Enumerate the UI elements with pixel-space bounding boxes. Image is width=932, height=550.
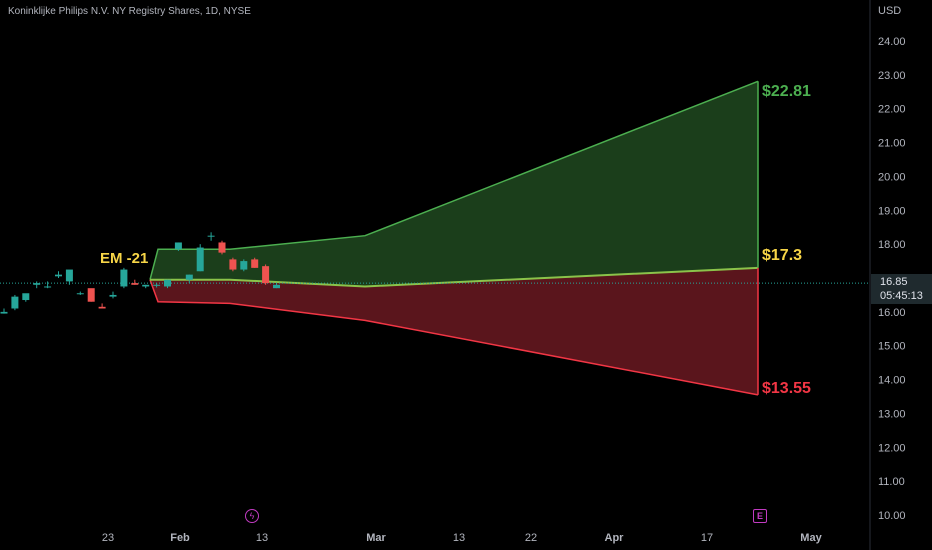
candle-body xyxy=(65,269,73,282)
currency-label: USD xyxy=(878,5,902,17)
y-tick-label: 19.00 xyxy=(878,205,906,217)
candle-body xyxy=(164,279,171,287)
y-tick-label: 11.00 xyxy=(878,476,905,488)
symbol-title: Koninklijke Philips N.V. NY Registry Sha… xyxy=(8,6,251,17)
candle-body xyxy=(185,274,193,280)
y-tick-label: 16.00 xyxy=(878,307,906,319)
bar-countdown: 05:45:13 xyxy=(880,290,923,302)
x-tick-label: 22 xyxy=(525,532,537,544)
candle-body xyxy=(98,306,106,309)
y-tick-label: 23.00 xyxy=(878,70,906,82)
x-tick-label: 23 xyxy=(102,532,114,544)
x-tick-label: Mar xyxy=(366,532,386,544)
y-tick-label: 13.00 xyxy=(878,408,906,420)
x-tick-label: 13 xyxy=(256,532,268,544)
lower-target-label: $13.55 xyxy=(762,380,811,397)
candle-body xyxy=(44,286,52,288)
y-tick-label: 14.00 xyxy=(878,375,906,387)
y-tick-label: 18.00 xyxy=(878,239,906,251)
x-tick-label: Apr xyxy=(605,532,625,544)
upper-target-label: $22.81 xyxy=(762,83,811,100)
last-price-tag: 16.85 05:45:13 xyxy=(871,274,932,304)
y-tick-label: 12.00 xyxy=(878,442,906,454)
y-tick-label: 22.00 xyxy=(878,104,906,116)
candle-body xyxy=(196,247,204,272)
candle-body xyxy=(109,294,117,297)
x-tick-label: 13 xyxy=(453,532,465,544)
candle-body xyxy=(229,259,237,270)
candle-body xyxy=(0,311,8,314)
candle-body xyxy=(120,269,128,287)
mid-target-label: $17.3 xyxy=(762,247,802,264)
last-price: 16.85 xyxy=(880,276,908,288)
lower-band-line xyxy=(149,279,759,396)
x-tick-label: Feb xyxy=(170,532,190,544)
candle-body xyxy=(273,284,280,289)
candle-body xyxy=(11,296,19,309)
upper-band-fill xyxy=(150,81,758,287)
candle-body xyxy=(33,283,41,285)
candle-body xyxy=(87,288,95,302)
candle-body xyxy=(218,242,226,253)
earnings-icon[interactable]: E xyxy=(753,509,767,523)
lower-band-fill xyxy=(150,267,758,395)
y-tick-label: 10.00 xyxy=(878,510,906,522)
candle-body xyxy=(240,261,248,270)
x-tick-label: 17 xyxy=(701,532,713,544)
y-tick-label: 24.00 xyxy=(878,36,906,48)
candle-body xyxy=(22,293,30,301)
candle-body xyxy=(131,283,139,285)
y-tick-label: 20.00 xyxy=(878,171,906,183)
upper-band-line xyxy=(149,80,759,280)
candle-body xyxy=(76,293,84,295)
candle-body xyxy=(251,259,259,268)
x-tick-label: May xyxy=(800,532,822,544)
candle-body xyxy=(207,235,215,237)
em-annotation: EM -21 xyxy=(100,250,148,267)
y-tick-label: 15.00 xyxy=(878,341,906,353)
lightning-icon[interactable]: ϟ xyxy=(245,509,259,523)
candle-body xyxy=(55,274,62,277)
y-tick-label: 21.00 xyxy=(878,138,906,150)
candle-body xyxy=(142,284,150,287)
candle-body xyxy=(153,284,161,286)
candle-body xyxy=(174,242,182,250)
candle-body xyxy=(262,266,270,284)
